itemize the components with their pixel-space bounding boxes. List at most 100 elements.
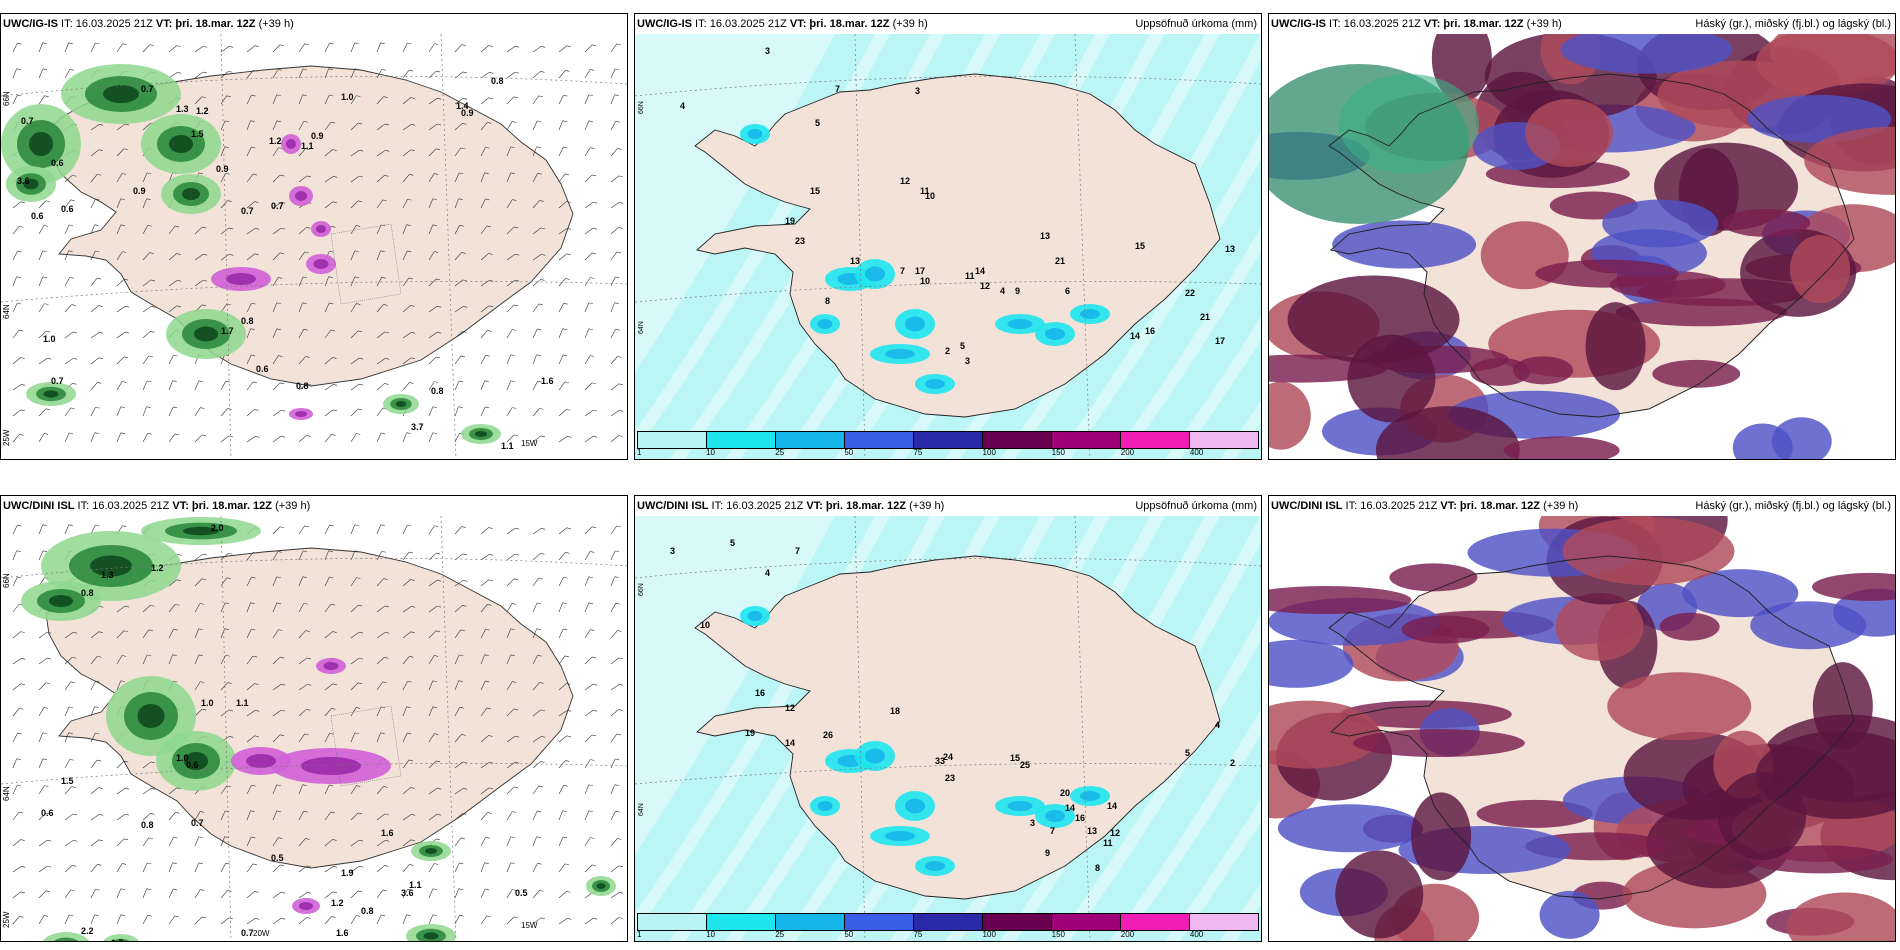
precip-label: 22 [1185,288,1195,298]
panel-title: UWC/IG-IS IT: 16.03.2025 21Z VT: þri. 18… [1,14,627,34]
precip-label: 10 [920,276,930,286]
precip-label: 0.5 [515,888,528,898]
precip-label: 16 [1145,326,1155,336]
panel-subtitle: Háský (gr.), miðský (fj.bl.) og lágský (… [1695,18,1891,30]
map-panel-p4: UWC/DINI ISL IT: 16.03.2025 21Z VT: þri.… [0,495,628,942]
precip-label: 1.3 [176,104,189,114]
precip-label: 1.5 [61,776,74,786]
lead-time: (+39 h) [1523,18,1562,30]
precip-label: 7 [835,84,840,94]
precip-label: 0.6 [31,211,44,221]
precip-label: 0.8 [141,820,154,830]
precip-label: 1.2 [331,898,344,908]
grid-label: 15W [521,439,538,448]
panel-title: UWC/DINI ISL IT: 16.03.2025 21Z VT: þri.… [635,496,1261,516]
precip-label: 3 [670,546,675,556]
precip-label: 7 [1050,826,1055,836]
model-name: UWC/IG-IS [637,18,692,30]
colorbar-tick: 400 [1189,930,1204,939]
precip-label: 4 [1215,720,1220,730]
colorbar-tick: 150 [1051,930,1066,939]
precip-label: 3.7 [411,422,424,432]
colorbar-swatch [707,914,776,930]
colorbar-tick: 100 [982,930,996,939]
precip-label: 11 [965,271,975,281]
precip-label: 1.6 [336,928,349,938]
colorbar-tick: 200 [1120,930,1135,939]
precip-label: 14 [1130,331,1140,341]
precip-label: 1.9 [341,868,354,878]
colorbar-swatch [914,914,983,930]
colorbar-swatch [914,432,983,448]
precip-label: 7 [900,266,905,276]
precip-label: 23 [795,236,805,246]
map-panel-p2: UWC/IG-IS IT: 16.03.2025 21Z VT: þri. 18… [634,13,1262,460]
precip-label: 3.6 [17,176,30,186]
colorbar-tick: 25 [775,448,785,457]
precip-label: 2 [945,346,950,356]
precip-label: 2 [1230,758,1235,768]
precip-label: 1.2 [151,563,164,573]
precip-label: 1.1 [501,441,514,451]
colorbar-swatch [707,432,776,448]
precip-label: 1.7 [221,326,234,336]
map-canvas [1269,34,1895,459]
map-panel-p6: UWC/DINI ISL IT: 16.03.2025 21Z VT: þri.… [1268,495,1896,942]
precip-label: 1.2 [269,136,282,146]
precip-label: 5 [1185,748,1190,758]
precip-label: 5 [960,341,965,351]
map-panel-p1: UWC/IG-IS IT: 16.03.2025 21Z VT: þri. 18… [0,13,628,460]
init-time: IT: 16.03.2025 21Z [1326,18,1424,30]
precip-label: 1.0 [43,334,56,344]
precip-label: 0.9 [461,108,474,118]
precip-label: 12 [1110,828,1120,838]
grid-label: 64N [2,304,11,319]
precip-label: 5 [730,538,735,548]
precip-label: 0.9 [216,164,229,174]
model-name: UWC/DINI ISL [1271,500,1343,512]
lead-time: (+39 h) [906,500,945,512]
lead-time: (+39 h) [889,18,928,30]
colorbar-tick: 50 [844,930,854,939]
precip-label: 13 [1040,231,1050,241]
precip-label: 0.7 [21,116,34,126]
colorbar-tick: 100 [982,448,996,457]
precip-label: 19 [745,728,755,738]
precip-label: 4 [680,101,685,111]
precip-label: 20 [1060,788,1070,798]
grid-label: 20W [253,929,270,938]
init-time: IT: 16.03.2025 21Z [692,18,790,30]
valid-time: VT: þri. 18.mar. 12Z [1440,500,1541,512]
precip-label: 3 [1030,818,1035,828]
colorbar-swatch [983,914,1052,930]
precip-label: 0.7 [191,818,204,828]
panel-title: UWC/IG-IS IT: 16.03.2025 21Z VT: þri. 18… [635,14,1261,34]
precip-label: 10 [925,191,935,201]
precip-label: 24 [943,752,953,762]
precip-label: 15 [810,186,820,196]
precip-label: 9 [1015,286,1020,296]
precip-label: 17 [1215,336,1225,346]
precip-label: 0.8 [241,316,254,326]
map-panel-p5: UWC/DINI ISL IT: 16.03.2025 21Z VT: þri.… [634,495,1262,942]
precip-label: 0.9 [133,186,146,196]
precip-label: 0.7 [271,201,284,211]
colorbar-swatch [845,432,914,448]
colorbar-tick: 150 [1051,448,1066,457]
precip-label: 0.6 [51,158,64,168]
precip-label: 0.5 [271,853,284,863]
precip-label: 1.1 [409,880,422,890]
precip-label: 14 [1065,803,1075,813]
model-name: UWC/IG-IS [1271,18,1326,30]
panel-subtitle: Uppsöfnuð úrkoma (mm) [1135,18,1257,30]
colorbar-tick: 10 [706,930,716,939]
precip-label: 18 [890,706,900,716]
precip-label: 0.8 [361,906,374,916]
precip-label: 14 [1107,801,1117,811]
precip-label: 16 [1075,813,1085,823]
precip-label: 8 [1095,863,1100,873]
colorbar-swatch [776,432,845,448]
panel-subtitle: Uppsöfnuð úrkoma (mm) [1135,500,1257,512]
precip-label: 13 [850,256,860,266]
